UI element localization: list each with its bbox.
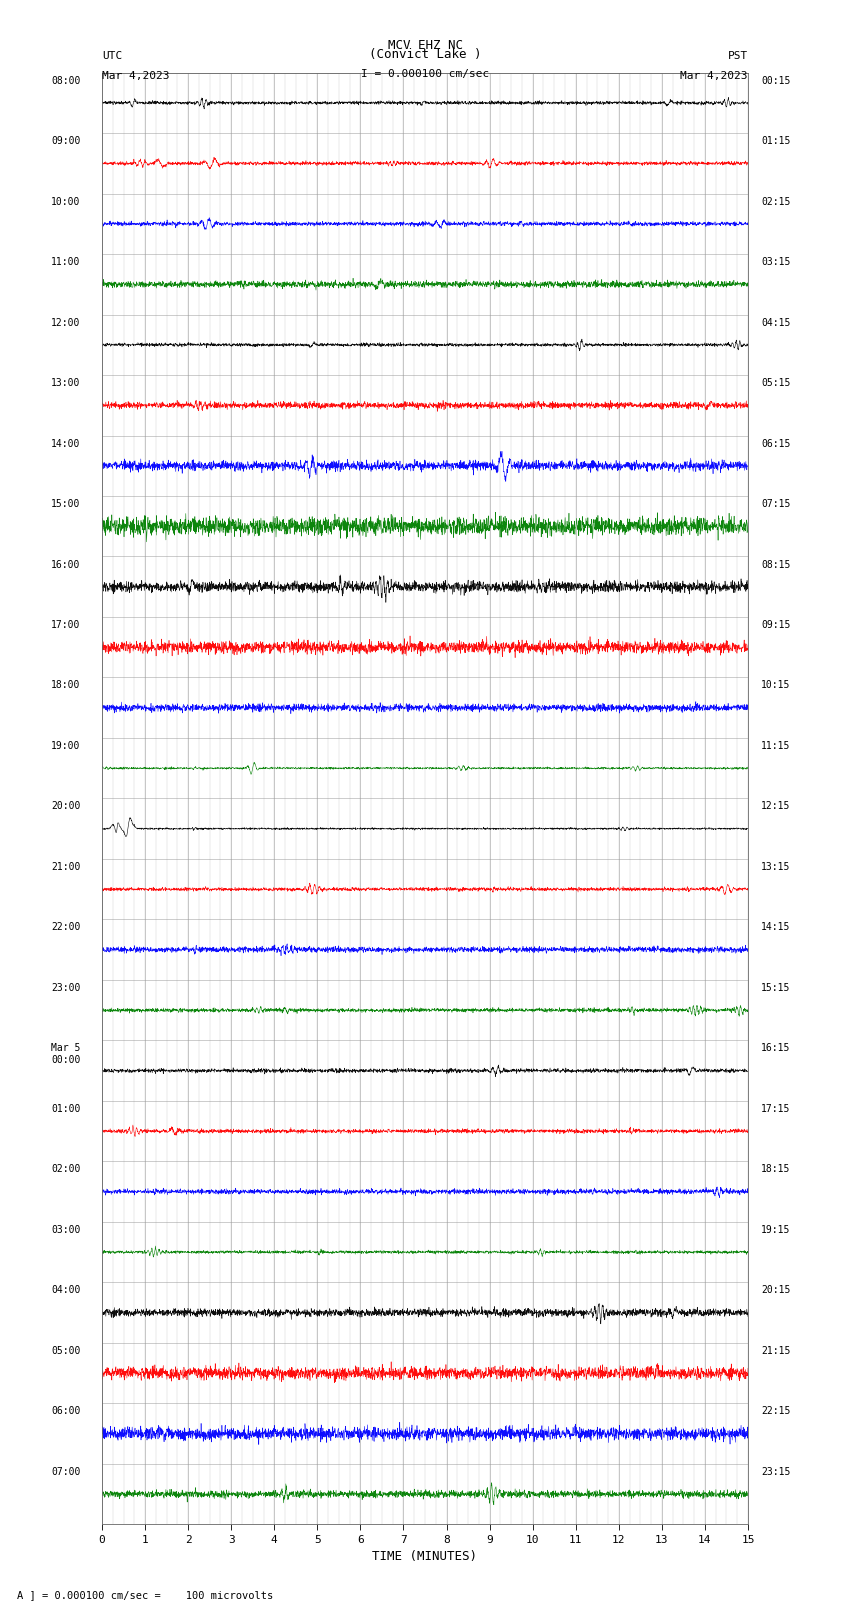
Text: 13:00: 13:00 — [51, 377, 81, 389]
Text: Mar 4,2023: Mar 4,2023 — [102, 71, 169, 81]
Text: 14:00: 14:00 — [51, 439, 81, 448]
Text: Mar 5
00:00: Mar 5 00:00 — [51, 1044, 81, 1065]
Text: 15:00: 15:00 — [51, 498, 81, 510]
Text: 10:15: 10:15 — [761, 681, 790, 690]
Text: 16:15: 16:15 — [761, 1044, 790, 1053]
Text: 08:15: 08:15 — [761, 560, 790, 569]
Text: 03:00: 03:00 — [51, 1224, 81, 1236]
Text: 08:00: 08:00 — [51, 76, 81, 85]
Text: MCV EHZ NC: MCV EHZ NC — [388, 39, 462, 52]
Text: 22:15: 22:15 — [761, 1407, 790, 1416]
Text: PST: PST — [728, 52, 748, 61]
Text: 11:15: 11:15 — [761, 740, 790, 752]
Text: 12:15: 12:15 — [761, 802, 790, 811]
Text: 05:15: 05:15 — [761, 377, 790, 389]
Text: 05:00: 05:00 — [51, 1345, 81, 1357]
X-axis label: TIME (MINUTES): TIME (MINUTES) — [372, 1550, 478, 1563]
Text: UTC: UTC — [102, 52, 122, 61]
Text: 18:15: 18:15 — [761, 1165, 790, 1174]
Text: 07:15: 07:15 — [761, 498, 790, 510]
Text: 06:00: 06:00 — [51, 1407, 81, 1416]
Text: 17:00: 17:00 — [51, 619, 81, 631]
Text: 13:15: 13:15 — [761, 861, 790, 873]
Text: 23:15: 23:15 — [761, 1466, 790, 1478]
Text: 23:00: 23:00 — [51, 982, 81, 994]
Text: 03:15: 03:15 — [761, 256, 790, 268]
Text: 12:00: 12:00 — [51, 318, 81, 327]
Text: 02:00: 02:00 — [51, 1165, 81, 1174]
Text: 20:00: 20:00 — [51, 802, 81, 811]
Text: 20:15: 20:15 — [761, 1286, 790, 1295]
Text: 21:15: 21:15 — [761, 1345, 790, 1357]
Text: 19:00: 19:00 — [51, 740, 81, 752]
Text: 02:15: 02:15 — [761, 197, 790, 206]
Text: 19:15: 19:15 — [761, 1224, 790, 1236]
Text: 09:00: 09:00 — [51, 135, 81, 147]
Text: I = 0.000100 cm/sec: I = 0.000100 cm/sec — [361, 69, 489, 79]
Text: 11:00: 11:00 — [51, 256, 81, 268]
Text: 16:00: 16:00 — [51, 560, 81, 569]
Text: 14:15: 14:15 — [761, 923, 790, 932]
Text: 06:15: 06:15 — [761, 439, 790, 448]
Text: Mar 4,2023: Mar 4,2023 — [681, 71, 748, 81]
Text: 04:15: 04:15 — [761, 318, 790, 327]
Text: 17:15: 17:15 — [761, 1103, 790, 1115]
Text: 04:00: 04:00 — [51, 1286, 81, 1295]
Text: 21:00: 21:00 — [51, 861, 81, 873]
Text: A ] = 0.000100 cm/sec =    100 microvolts: A ] = 0.000100 cm/sec = 100 microvolts — [17, 1590, 273, 1600]
Text: 10:00: 10:00 — [51, 197, 81, 206]
Text: 00:15: 00:15 — [761, 76, 790, 85]
Text: 15:15: 15:15 — [761, 982, 790, 994]
Text: 09:15: 09:15 — [761, 619, 790, 631]
Text: (Convict Lake ): (Convict Lake ) — [369, 48, 481, 61]
Text: 18:00: 18:00 — [51, 681, 81, 690]
Text: 01:00: 01:00 — [51, 1103, 81, 1115]
Text: 07:00: 07:00 — [51, 1466, 81, 1478]
Text: 22:00: 22:00 — [51, 923, 81, 932]
Text: 01:15: 01:15 — [761, 135, 790, 147]
